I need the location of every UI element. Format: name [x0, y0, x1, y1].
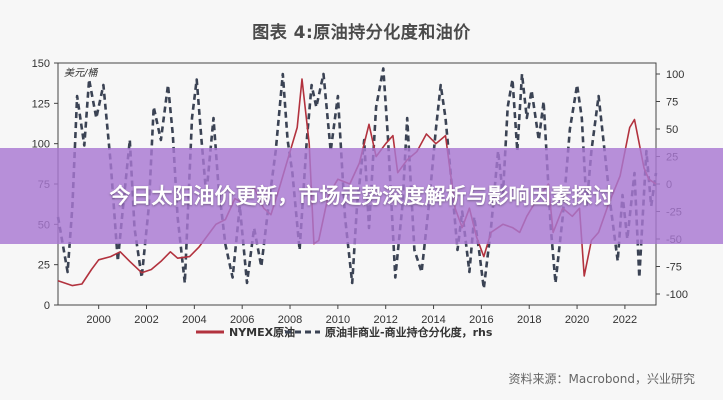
x-tick-label: 2004	[182, 314, 206, 326]
right-tick-label: -75	[666, 262, 682, 274]
left-tick-label: 25	[38, 260, 50, 272]
chart-title: 图表 4:原油持分化度和油价	[252, 23, 471, 43]
left-tick-label: 0	[44, 300, 50, 312]
left-tick-label: 150	[32, 58, 50, 70]
x-tick-label: 2010	[326, 314, 350, 326]
right-tick-label: -100	[666, 289, 688, 301]
headline-text: 今日太阳油价更新，市场走势深度解析与影响因素探讨	[109, 184, 614, 208]
legend-group: NYMEX原油 原油非商业-商业持仓分化度，rhs	[196, 325, 493, 339]
x-tick-label: 2006	[230, 314, 254, 326]
legend-label-dispersion: 原油非商业-商业持仓分化度，rhs	[325, 325, 493, 339]
x-tick-label: 2014	[421, 314, 445, 326]
x-tick-label: 2000	[86, 314, 110, 326]
x-tick-label: 2012	[373, 314, 397, 326]
x-tick-label: 2016	[469, 314, 493, 326]
left-axis-unit: 美元/桶	[64, 67, 98, 79]
left-tick-label: 100	[32, 139, 50, 151]
right-tick-label: 100	[666, 69, 684, 81]
left-tick-label: 125	[32, 98, 50, 110]
x-tick-label: 2008	[278, 314, 302, 326]
x-tick-label: 2022	[613, 314, 637, 326]
headline-banner: 今日太阳油价更新，市场走势深度解析与影响因素探讨	[0, 148, 723, 244]
right-tick-label: 50	[666, 124, 678, 136]
x-tick-label: 2020	[565, 314, 589, 326]
source-note: 资料来源：Macrobond，兴业研究	[508, 372, 696, 386]
right-tick-label: 75	[666, 97, 678, 109]
x-tick-label: 2018	[517, 314, 541, 326]
legend-label-oil: NYMEX原油	[229, 325, 295, 339]
x-tick-label: 2002	[134, 314, 158, 326]
